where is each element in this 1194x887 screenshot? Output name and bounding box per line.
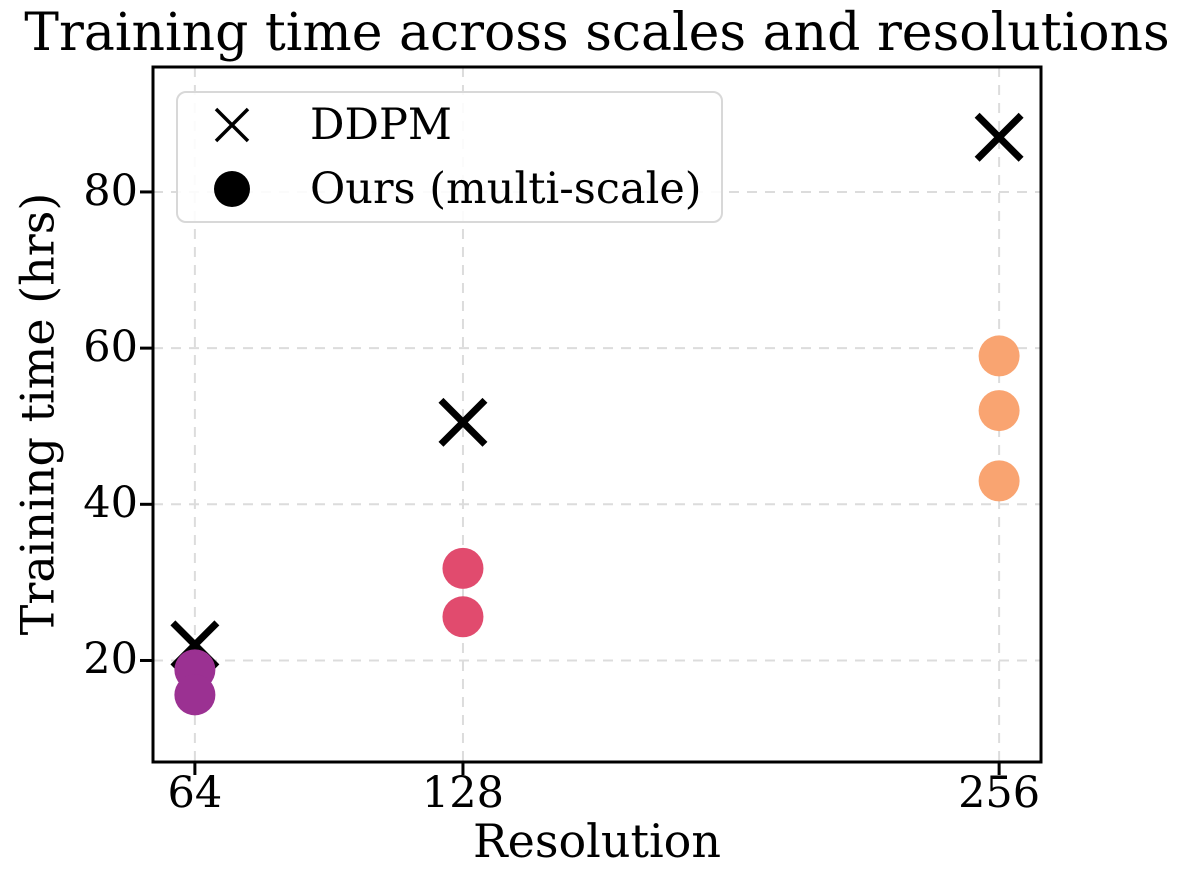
ours-point xyxy=(442,596,484,638)
legend-item-ours: Ours (multi-scale) xyxy=(178,157,721,221)
y-tick-label-20: 20 xyxy=(83,634,138,685)
chart-title: Training time across scales and resoluti… xyxy=(24,3,1170,63)
x-tick-label-128: 128 xyxy=(421,768,504,818)
circle-marker-icon xyxy=(209,166,255,212)
x-tick-label-256: 256 xyxy=(958,768,1041,818)
legend-label-ddpm: DDPM xyxy=(310,99,452,150)
y-axis-label: Training time (hrs) xyxy=(10,192,65,636)
y-tick-label-80: 80 xyxy=(83,165,138,216)
ours-point xyxy=(174,674,216,716)
ours-point xyxy=(978,335,1020,377)
legend-item-ddpm: DDPM xyxy=(178,93,721,157)
ddpm-point xyxy=(974,112,1024,162)
legend-label-ours: Ours (multi-scale) xyxy=(310,163,702,214)
legend: DDPM Ours (multi-scale) xyxy=(176,91,723,223)
x-marker-icon xyxy=(209,102,255,148)
ddpm-point xyxy=(438,397,488,447)
axes-frame xyxy=(151,65,1043,764)
x-tick-label-64: 64 xyxy=(167,768,223,818)
ours-point xyxy=(978,460,1020,502)
y-tick-label-60: 60 xyxy=(83,322,138,373)
ours-point xyxy=(442,547,484,589)
y-tick-label-40: 40 xyxy=(83,478,138,529)
ours-point xyxy=(978,390,1020,432)
x-axis-label: Resolution xyxy=(472,814,721,868)
